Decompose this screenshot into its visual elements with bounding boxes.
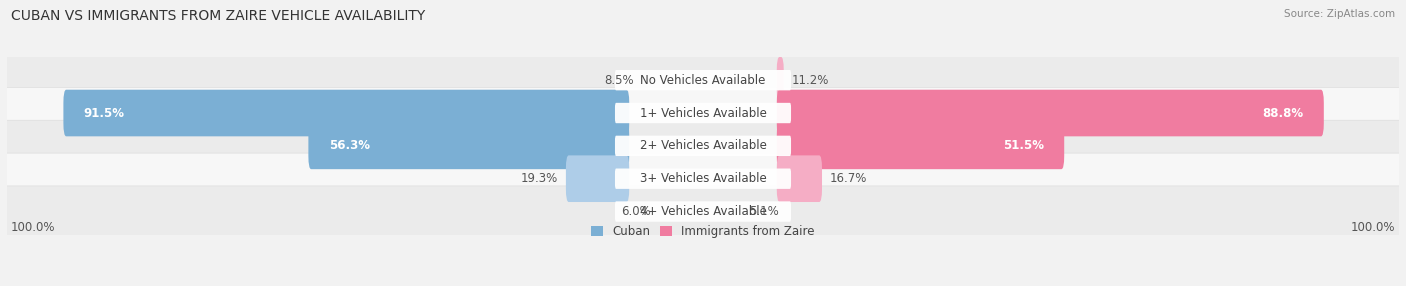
Text: 19.3%: 19.3% (522, 172, 558, 185)
FancyBboxPatch shape (6, 153, 1400, 204)
Text: 16.7%: 16.7% (830, 172, 868, 185)
Text: 5.1%: 5.1% (749, 205, 779, 218)
FancyBboxPatch shape (6, 55, 1400, 106)
Text: 6.0%: 6.0% (621, 205, 651, 218)
FancyBboxPatch shape (308, 122, 630, 169)
Text: Source: ZipAtlas.com: Source: ZipAtlas.com (1284, 9, 1395, 19)
Text: 8.5%: 8.5% (603, 74, 633, 87)
Text: CUBAN VS IMMIGRANTS FROM ZAIRE VEHICLE AVAILABILITY: CUBAN VS IMMIGRANTS FROM ZAIRE VEHICLE A… (11, 9, 426, 23)
Text: 100.0%: 100.0% (1351, 221, 1396, 234)
Legend: Cuban, Immigrants from Zaire: Cuban, Immigrants from Zaire (586, 220, 820, 243)
FancyBboxPatch shape (776, 57, 783, 104)
FancyBboxPatch shape (614, 168, 792, 189)
Text: 3+ Vehicles Available: 3+ Vehicles Available (640, 172, 766, 185)
FancyBboxPatch shape (614, 201, 792, 222)
Text: 51.5%: 51.5% (1002, 139, 1045, 152)
FancyBboxPatch shape (63, 90, 630, 136)
Text: 1+ Vehicles Available: 1+ Vehicles Available (640, 106, 766, 120)
FancyBboxPatch shape (614, 103, 792, 123)
FancyBboxPatch shape (776, 122, 1064, 169)
FancyBboxPatch shape (614, 70, 792, 90)
Text: 4+ Vehicles Available: 4+ Vehicles Available (640, 205, 766, 218)
FancyBboxPatch shape (6, 186, 1400, 237)
Text: 88.8%: 88.8% (1263, 106, 1303, 120)
FancyBboxPatch shape (776, 155, 823, 202)
Text: No Vehicles Available: No Vehicles Available (640, 74, 766, 87)
Text: 100.0%: 100.0% (10, 221, 55, 234)
FancyBboxPatch shape (614, 136, 792, 156)
Text: 91.5%: 91.5% (83, 106, 125, 120)
Text: 2+ Vehicles Available: 2+ Vehicles Available (640, 139, 766, 152)
FancyBboxPatch shape (565, 155, 630, 202)
FancyBboxPatch shape (6, 120, 1400, 172)
Text: 11.2%: 11.2% (792, 74, 828, 87)
FancyBboxPatch shape (6, 88, 1400, 139)
Text: 56.3%: 56.3% (329, 139, 370, 152)
FancyBboxPatch shape (776, 90, 1324, 136)
